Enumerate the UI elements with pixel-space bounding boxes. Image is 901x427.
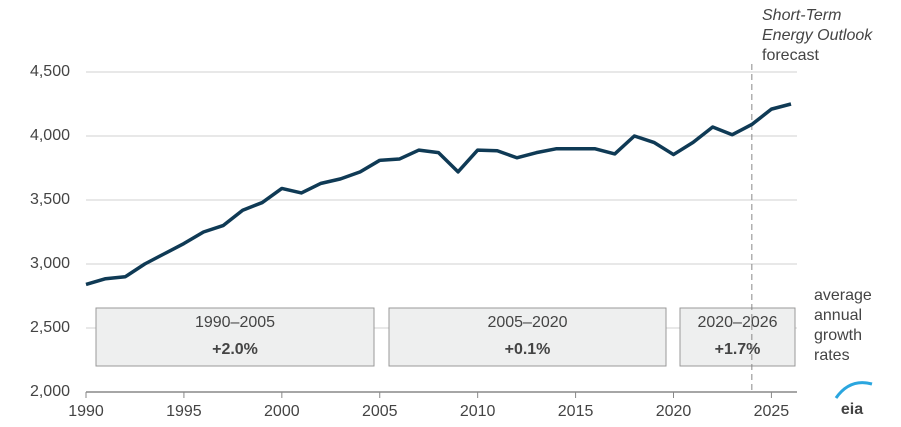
y-tick-label: 3,000 <box>30 255 70 272</box>
y-tick-label: 2,000 <box>30 383 70 400</box>
growth-label: growth <box>814 327 862 344</box>
period-box <box>95 307 375 367</box>
y-tick-label: 2,500 <box>30 319 70 336</box>
x-tick-label: 2005 <box>362 403 398 420</box>
y-tick-label: 4,000 <box>30 127 70 144</box>
growth-label: average <box>814 287 872 304</box>
y-tick-label: 3,500 <box>30 191 70 208</box>
x-tick-label: 2010 <box>460 403 496 420</box>
x-tick-label: 2000 <box>264 403 300 420</box>
y-tick-label: 4,500 <box>30 63 70 80</box>
x-tick-label: 2020 <box>656 403 692 420</box>
period-box <box>388 307 667 367</box>
x-tick-label: 2015 <box>558 403 594 420</box>
period-label: 1990–2005 <box>195 314 275 331</box>
growth-label: annual <box>814 307 862 324</box>
period-box <box>679 307 796 367</box>
x-tick-label: 1990 <box>68 403 104 420</box>
period-rate: +2.0% <box>212 341 258 358</box>
period-rate: +1.7% <box>715 341 761 358</box>
logo-arc <box>834 381 873 399</box>
period-rate: +0.1% <box>505 341 551 358</box>
forecast-label: Energy Outlook <box>762 27 873 44</box>
x-tick-label: 1995 <box>166 403 202 420</box>
forecast-label: forecast <box>762 47 819 64</box>
data-line <box>85 102 792 287</box>
forecast-label: Short-Term <box>762 7 841 24</box>
x-tick-label: 2025 <box>754 403 790 420</box>
logo: eia <box>841 401 863 418</box>
growth-label: rates <box>814 347 850 364</box>
period-label: 2005–2020 <box>487 314 567 331</box>
period-label: 2020–2026 <box>697 314 777 331</box>
